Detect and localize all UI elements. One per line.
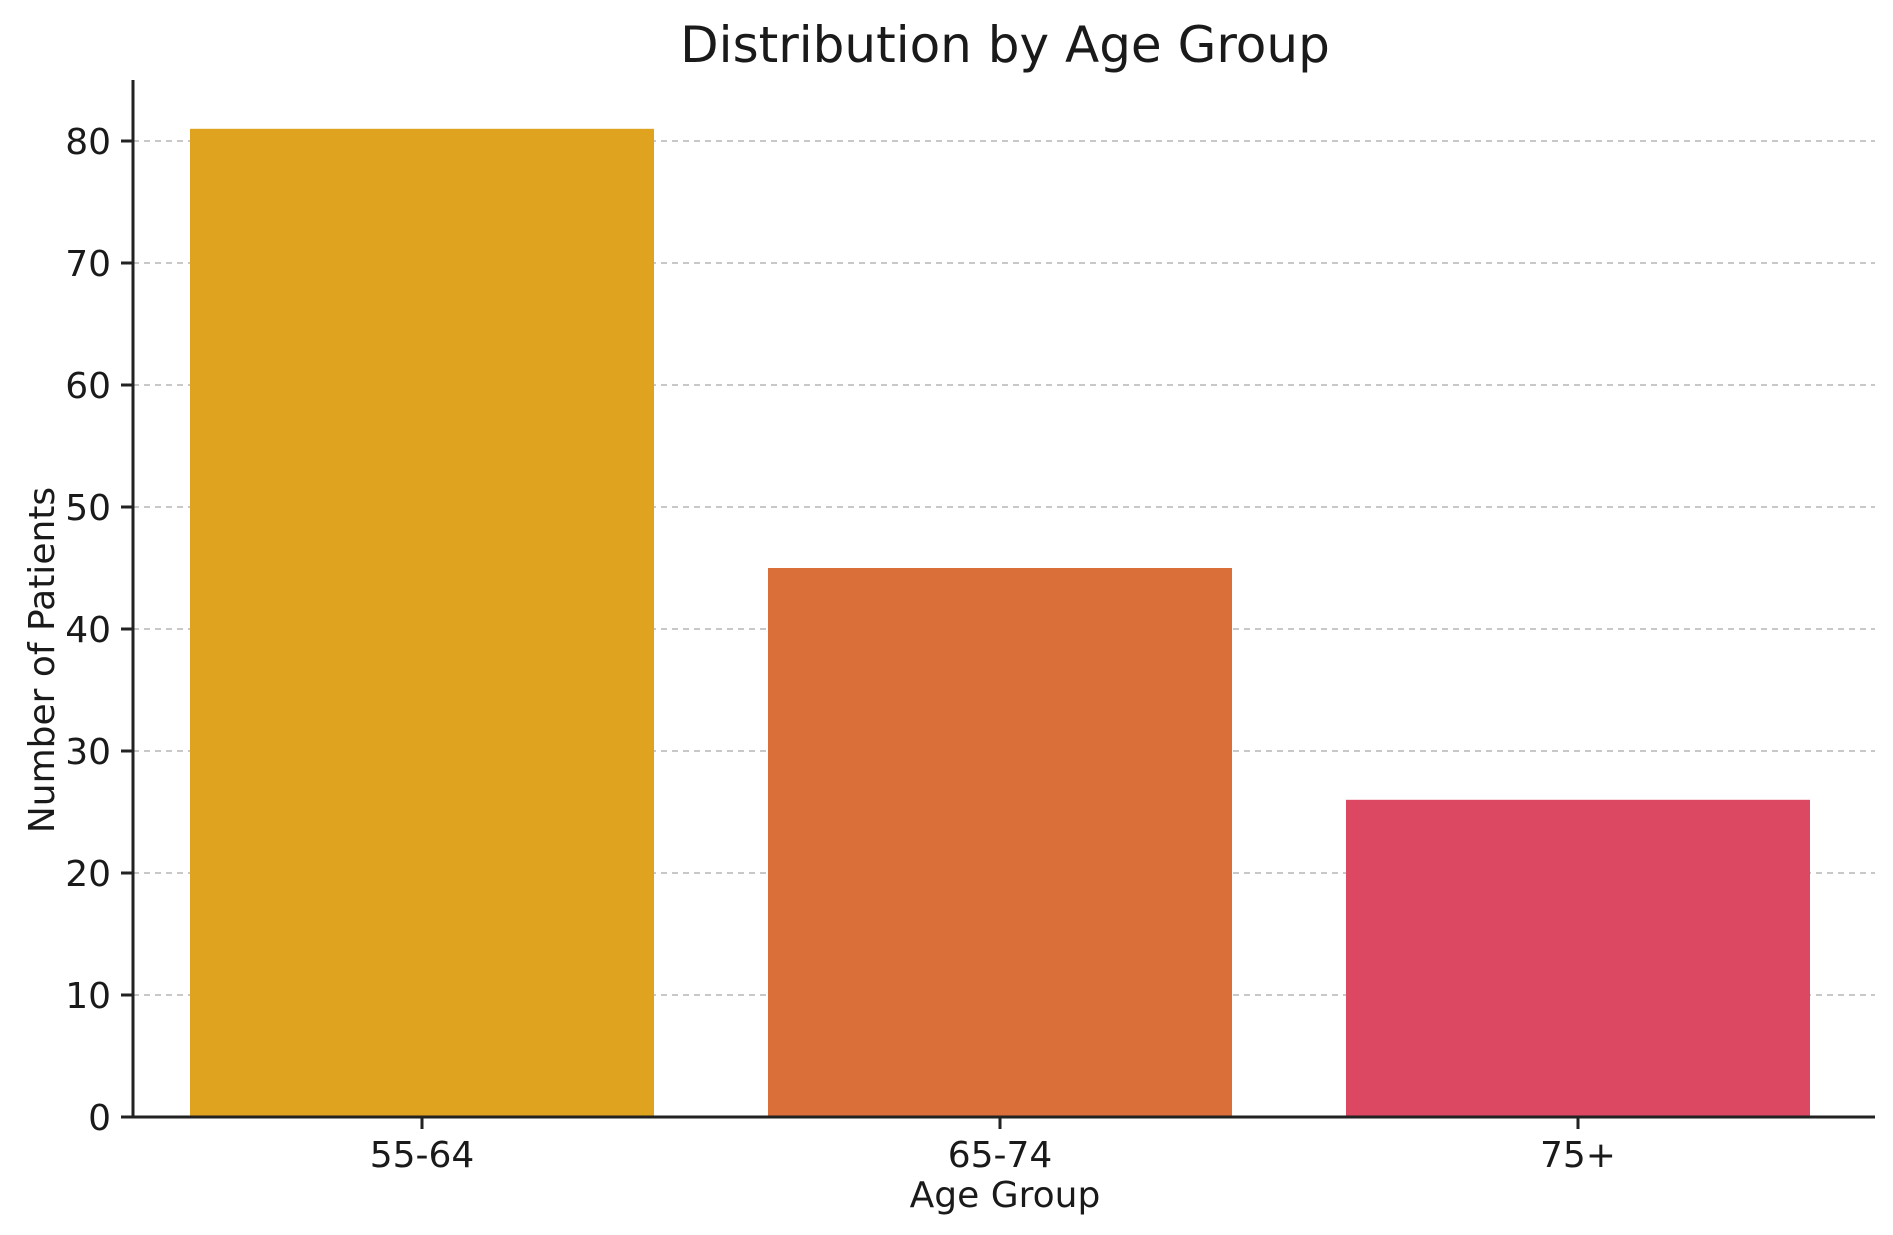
bar-65-74 <box>768 568 1232 1117</box>
y-tick-label: 60 <box>65 366 111 407</box>
bar-55-64 <box>190 128 654 1118</box>
x-axis-label: Age Group <box>910 1175 1101 1216</box>
y-tick-label: 20 <box>65 854 111 895</box>
y-tick-label: 0 <box>88 1098 111 1139</box>
x-tick-label: 75+ <box>1540 1135 1616 1176</box>
y-tick-label: 80 <box>65 122 111 163</box>
y-tick-label: 30 <box>65 732 111 773</box>
y-axis-ticks: 0 10 20 30 40 50 60 70 80 <box>65 122 133 1139</box>
y-tick-label: 10 <box>65 976 111 1017</box>
y-tick-label: 70 <box>65 244 111 285</box>
bar-75+ <box>1346 799 1810 1117</box>
x-tick-label: 55-64 <box>370 1135 475 1176</box>
y-tick-label: 50 <box>65 488 111 529</box>
y-tick-label: 40 <box>65 610 111 651</box>
x-tick-label: 65-74 <box>948 1135 1053 1176</box>
chart-title: Distribution by Age Group <box>680 16 1330 74</box>
x-axis-ticks: 55-64 65-74 75+ <box>370 1117 1616 1176</box>
y-axis-label: Number of Patients <box>22 487 63 833</box>
bars <box>190 128 1810 1118</box>
